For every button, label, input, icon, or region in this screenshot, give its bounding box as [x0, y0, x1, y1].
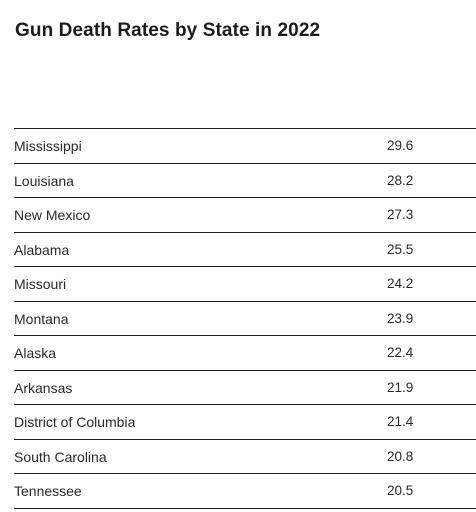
- table-row: Tennessee 20.5: [14, 474, 476, 509]
- state-name: Tennessee: [14, 483, 82, 499]
- state-name: Missouri: [14, 276, 67, 292]
- state-name: District of Columbia: [14, 414, 136, 430]
- table-row: Louisiana 28.2: [14, 164, 476, 198]
- table-row: Mississippi 29.6: [14, 129, 476, 164]
- death-rate-value: 20.5: [387, 483, 414, 498]
- death-rate-value: 21.9: [387, 379, 414, 395]
- state-name: Arkansas: [14, 379, 73, 396]
- state-name: South Carolina: [14, 448, 107, 465]
- death-rate-value: 23.9: [387, 310, 414, 326]
- table-row: Alabama 25.5: [14, 233, 476, 267]
- table-row: Montana 23.9: [14, 302, 476, 336]
- death-rate-value: 20.8: [387, 448, 414, 464]
- data-table: Mississippi 29.6 Louisiana 28.2 New Mexico 27…: [14, 128, 476, 509]
- table-row: District of Columbia 21.4: [14, 405, 476, 440]
- table-row: South Carolina 20.8: [14, 440, 476, 474]
- death-rate-value: 28.2: [387, 172, 414, 188]
- death-rate-value: 21.4: [387, 414, 414, 429]
- death-rate-value: 29.6: [387, 138, 414, 153]
- state-name: Montana: [14, 310, 69, 327]
- death-rate-value: 22.4: [387, 345, 414, 360]
- state-name: New Mexico: [14, 207, 91, 223]
- table-row: Missouri 24.2: [14, 267, 476, 302]
- state-name: Alabama: [14, 241, 70, 258]
- death-rate-value: 27.3: [387, 207, 414, 222]
- table-row: Alaska 22.4: [14, 336, 476, 371]
- death-rate-value: 25.5: [387, 241, 414, 257]
- death-rate-value: 24.2: [387, 276, 414, 291]
- chart-title: Gun Death Rates by State in 2022: [15, 20, 321, 41]
- state-name: Alaska: [14, 345, 57, 361]
- table-row: Arkansas 21.9: [14, 371, 476, 405]
- state-name: Louisiana: [14, 172, 74, 189]
- state-name: Mississippi: [14, 138, 82, 154]
- table-row: New Mexico 27.3: [14, 198, 476, 233]
